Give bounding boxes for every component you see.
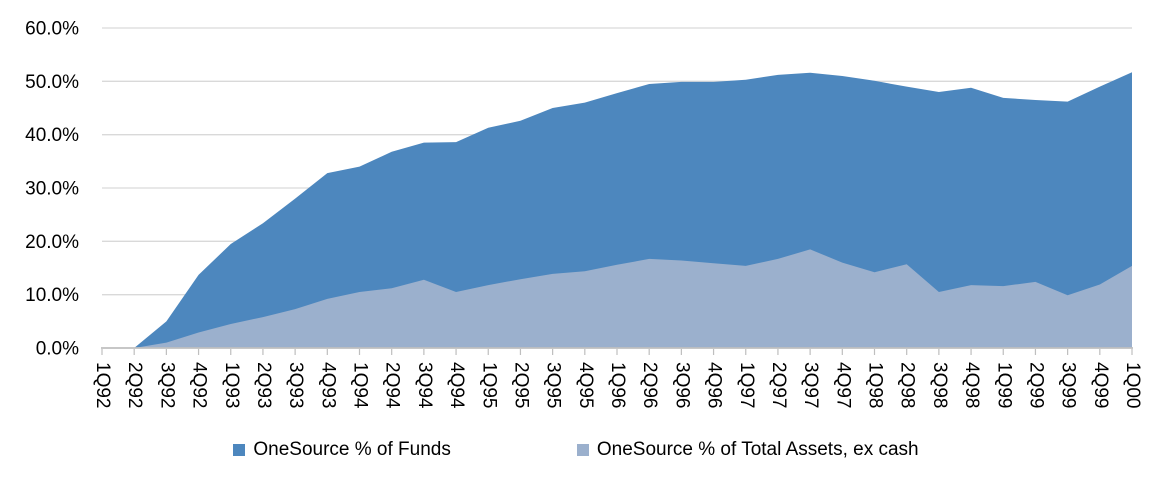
x-axis-label: 3Q99	[1058, 362, 1079, 408]
x-axis-label: 2Q94	[382, 362, 403, 409]
x-axis-label: 1Q95	[478, 362, 499, 408]
y-axis-label: 50.0%	[25, 72, 79, 93]
x-axis-label: 1Q92	[92, 362, 113, 408]
x-axis-label: 4Q93	[317, 362, 338, 408]
plot-canvas: 0.0% 10.0% 20.0% 30.0% 40.0% 50.0% 60.0% 1Q92 2Q…	[25, 19, 1143, 409]
x-axis-label: 2Q92	[124, 362, 145, 408]
x-axis-label: 2Q96	[639, 362, 660, 408]
x-axis-label: 1Q00	[1122, 362, 1143, 408]
x-axis-label: 2Q98	[897, 362, 918, 408]
y-axis-label: 30.0%	[25, 179, 79, 200]
x-axis-label: 2Q99	[1025, 362, 1046, 408]
x-axis-label: 1Q96	[607, 362, 628, 408]
chart-legend: OneSource % of Funds OneSource % of Tota…	[0, 438, 1152, 462]
y-axis-label: 0.0%	[36, 339, 79, 360]
legend-swatch-funds-icon	[233, 444, 246, 456]
x-axis-label: 1Q94	[350, 362, 371, 409]
x-axis-label: 3Q96	[671, 362, 692, 408]
x-axis-label: 2Q95	[510, 362, 531, 408]
x-axis-label: 4Q99	[1090, 362, 1111, 408]
x-axis-label: 3Q98	[929, 362, 950, 408]
x-axis-label: 4Q98	[961, 362, 982, 408]
x-axis-label: 1Q97	[736, 362, 757, 408]
y-axis-label: 60.0%	[25, 19, 79, 40]
x-axis-label: 3Q94	[414, 362, 435, 409]
y-axis-label: 40.0%	[25, 125, 79, 146]
y-axis-label: 20.0%	[25, 232, 79, 253]
x-axis-label: 4Q92	[189, 362, 210, 408]
legend-entry-assets: OneSource % of Total Assets, ex cash	[576, 438, 919, 462]
x-axis-label: 2Q97	[768, 362, 789, 408]
x-axis-label: 4Q97	[832, 362, 853, 408]
y-axis-label: 10.0%	[25, 285, 79, 306]
x-axis-label: 3Q93	[285, 362, 306, 408]
x-axis-label: 4Q94	[446, 362, 467, 409]
x-axis-label: 4Q96	[704, 362, 725, 408]
legend-label-assets: OneSource % of Total Assets, ex cash	[596, 439, 919, 460]
legend-label-funds: OneSource % of Funds	[253, 439, 451, 460]
x-axis-label: 2Q93	[253, 362, 274, 408]
x-axis-label: 3Q95	[543, 362, 564, 408]
legend-entry-funds: OneSource % of Funds	[233, 438, 451, 462]
area-assets	[102, 249, 1132, 348]
x-axis-label: 3Q97	[800, 362, 821, 408]
x-axis-label: 4Q95	[575, 362, 596, 408]
x-axis-label: 1Q93	[221, 362, 242, 408]
x-axis-label: 1Q98	[865, 362, 886, 408]
x-axis-label: 3Q92	[156, 362, 177, 408]
x-axis-label: 1Q99	[993, 362, 1014, 408]
legend-swatch-assets-icon	[576, 444, 589, 456]
